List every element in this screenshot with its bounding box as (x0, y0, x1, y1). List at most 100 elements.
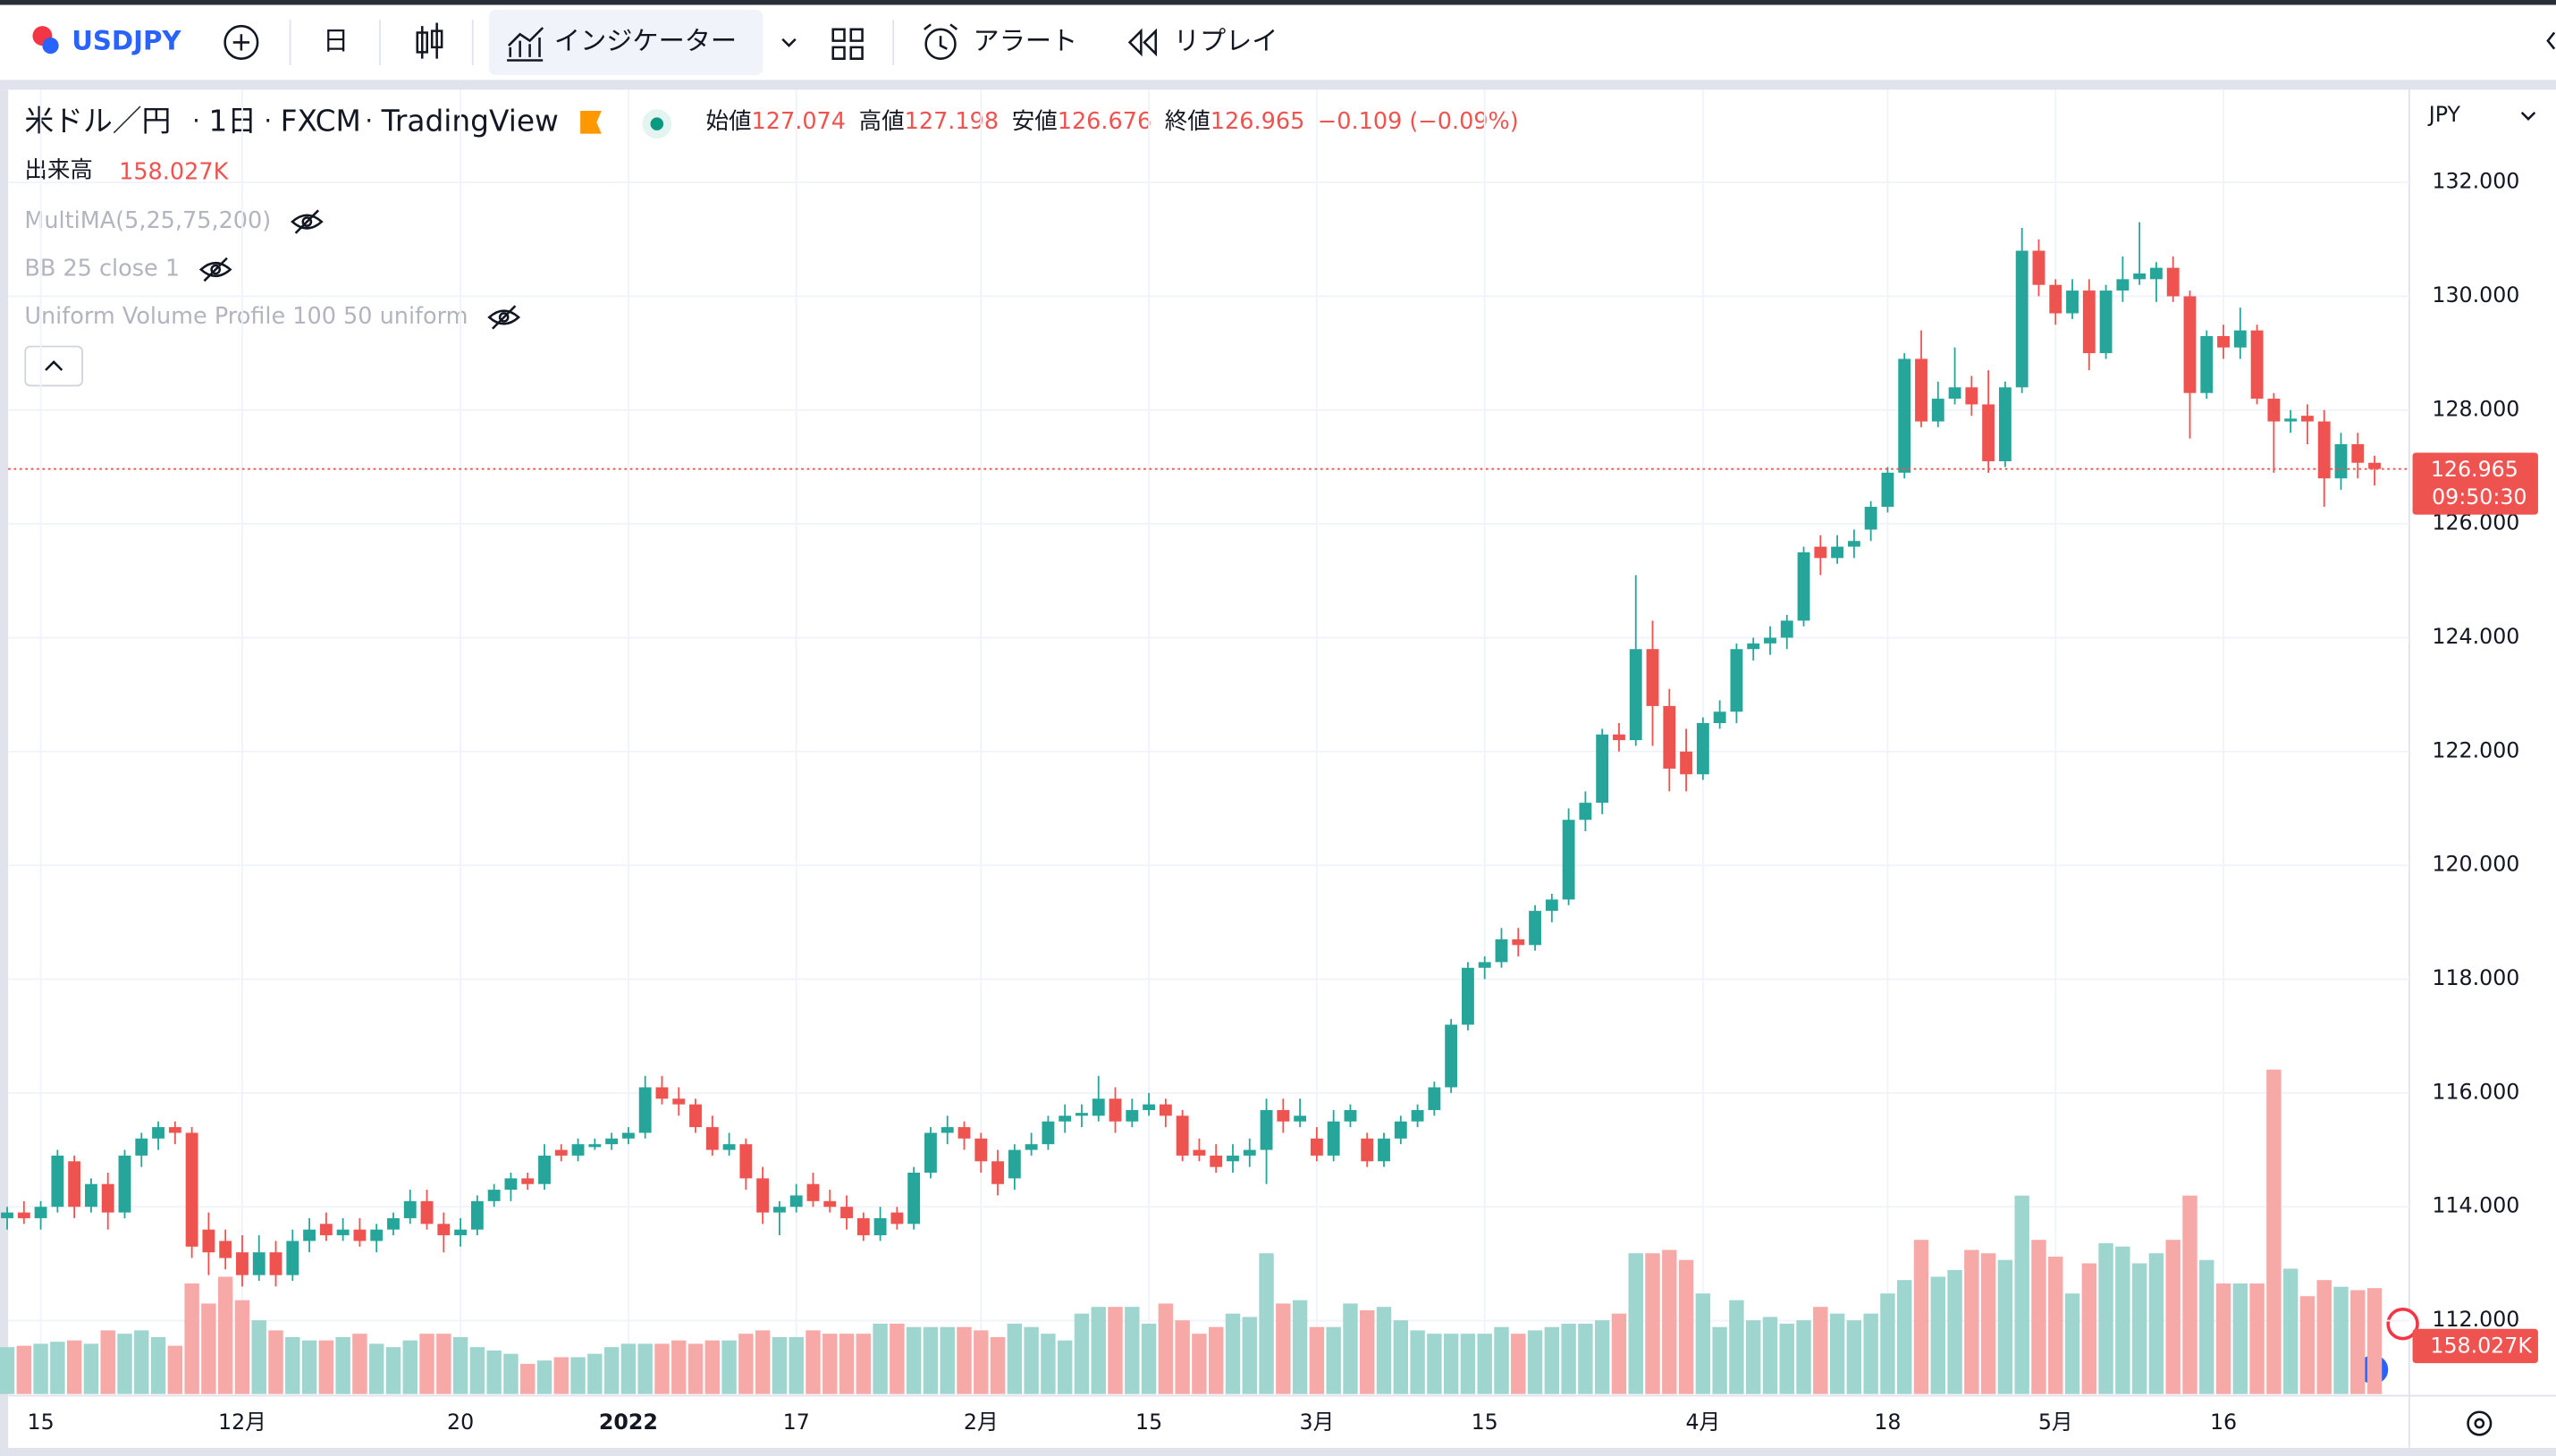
volume-bar (352, 1334, 367, 1394)
volume-bar (721, 1340, 737, 1394)
alert-button[interactable] (924, 28, 957, 60)
gear[interactable] (2467, 1410, 2493, 1436)
candle-body (1394, 1121, 1407, 1139)
volume-bar (671, 1340, 687, 1394)
candle-body (2233, 330, 2247, 348)
settings-icon[interactable] (2467, 1410, 2493, 1436)
volume-bar (402, 1340, 418, 1394)
candle-body (2267, 399, 2281, 422)
currency-chevron[interactable] (2520, 111, 2536, 121)
volume-bar (2350, 1290, 2366, 1394)
candle-body (1445, 1024, 1458, 1088)
candle-body (2133, 273, 2147, 280)
candle-body (370, 1229, 384, 1241)
volume-bar (1460, 1334, 1476, 1394)
candle-body (168, 1127, 181, 1133)
event-marker[interactable] (2386, 1307, 2419, 1341)
volume-bar (1947, 1269, 1962, 1394)
hidden-eye-icon[interactable] (198, 257, 232, 282)
candle-body (1529, 911, 1541, 946)
replay-label[interactable]: リプレイ (1174, 25, 1278, 55)
volume-bar (772, 1336, 788, 1394)
hidden-eye-icon[interactable] (291, 209, 324, 234)
candle-body (621, 1132, 635, 1139)
candle-body (1780, 620, 1793, 638)
ohlc-label: 終値 (1165, 108, 1211, 135)
candle-body (1260, 1109, 1273, 1150)
volume-bar (1578, 1323, 1593, 1394)
chart-type-button[interactable] (416, 22, 443, 59)
gear-center (2474, 1418, 2485, 1429)
volume-bar (1259, 1253, 1274, 1394)
volume-bar (603, 1347, 620, 1394)
volume-bar (100, 1330, 115, 1394)
candle-body (2183, 296, 2197, 393)
candle-body (51, 1155, 64, 1208)
volume-bar (1024, 1326, 1039, 1394)
candle-body (236, 1252, 249, 1275)
candle-body (2317, 421, 2331, 479)
time-tick-label: 2022 (599, 1410, 658, 1435)
market-flag[interactable] (580, 111, 602, 134)
candle-body (1915, 358, 1928, 422)
alert-icon (924, 23, 958, 50)
collapse-button[interactable] (24, 345, 83, 387)
volume-bar (957, 1326, 972, 1394)
volume-bar (167, 1345, 183, 1394)
volume-bar (486, 1350, 502, 1394)
volume-bar (419, 1334, 434, 1394)
volume-bar (1695, 1293, 1711, 1394)
candle-body (974, 1138, 988, 1162)
candle-body (2284, 418, 2298, 422)
volume-bar (1913, 1240, 1929, 1394)
volume-bar (587, 1353, 603, 1394)
candle-body (756, 1178, 770, 1213)
templates-chevron[interactable] (781, 38, 797, 47)
volume-bar (755, 1330, 771, 1394)
candle-body (605, 1138, 619, 1145)
indicators-button[interactable] (489, 9, 763, 75)
candles (1, 222, 2381, 1287)
candle-body (655, 1087, 669, 1099)
panel-toggle[interactable] (2546, 31, 2556, 50)
volume-bar (2064, 1293, 2080, 1394)
legend-separator: · (264, 107, 272, 135)
candle-body (1210, 1155, 1223, 1167)
volume-bar (2366, 1288, 2383, 1394)
candle-body (2116, 279, 2130, 291)
candle-body (806, 1183, 820, 1201)
volume-bar (1611, 1313, 1627, 1394)
volume-bar (1074, 1313, 1090, 1394)
ohlc-label: 始値 (706, 108, 752, 135)
candle-body (1361, 1138, 1374, 1162)
currency-label[interactable]: JPY (2427, 102, 2461, 127)
volume-bar (990, 1336, 1006, 1394)
last-price-tag (2412, 452, 2538, 515)
price-tick-label: 124.000 (2432, 624, 2519, 649)
candle-body (1126, 1109, 1139, 1122)
candle-body (420, 1200, 434, 1225)
candle-body (588, 1144, 602, 1148)
symbol-button[interactable]: USDJPY (72, 25, 181, 55)
add-symbol-button[interactable] (224, 24, 259, 60)
volume-bar (637, 1343, 653, 1394)
candle-body (1629, 649, 1642, 741)
interval-button[interactable]: 日 (323, 25, 349, 55)
candle-body (890, 1212, 904, 1225)
volume-bar (2048, 1256, 2063, 1394)
candle-body (403, 1200, 417, 1218)
layout-button[interactable] (831, 28, 864, 60)
candle-body (1898, 358, 1911, 473)
volume-bar (1846, 1320, 1862, 1394)
hidden-eye-icon[interactable] (487, 305, 520, 330)
candle-body (34, 1207, 47, 1218)
candle-body (2217, 336, 2230, 348)
candle-body (286, 1241, 299, 1275)
alert-label[interactable]: アラート (974, 25, 1078, 55)
volume-bar (83, 1343, 99, 1394)
volume-bar (1594, 1320, 1610, 1394)
volume-bar (873, 1323, 888, 1394)
replay-button[interactable] (1127, 28, 1158, 57)
candle-body (336, 1229, 350, 1236)
